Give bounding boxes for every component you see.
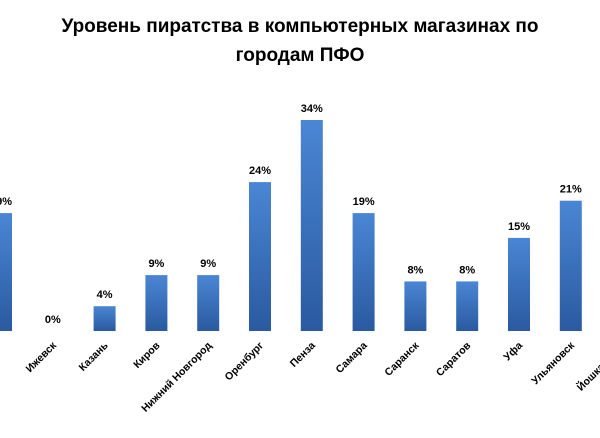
category-label-cat-6: Пенза [288,340,318,370]
bar-cat-6 [300,120,323,331]
category-label-cat-5: Оренбург [223,339,267,383]
bars-group [0,120,582,331]
category-label-cat-11: Ульяновск [529,339,577,387]
value-label-cat-10: 15% [508,221,530,233]
bar-cat-4 [197,275,220,331]
category-label-cat-10: Уфа [501,340,525,364]
value-label-cat-5: 24% [249,165,271,177]
value-labels-group: 19% 0% 4% 9% 9% 24% 34% 19% 8% 8% 15% 21% [0,103,582,326]
value-label-cat-2: 4% [97,289,113,301]
bar-cat-7 [352,213,375,331]
category-label-cat-1: Ижевск [24,339,60,375]
bar-cat-0 [0,213,12,331]
category-label-cat-2: Казань [77,339,111,373]
category-label-cat-7: Самара [333,340,369,376]
value-label-cat-6: 34% [301,103,323,115]
category-label-cat-12: Йошкар-Ола [574,339,600,394]
value-label-cat-0: 19% [0,196,12,208]
chart-title-line-2: городам ПФО [235,45,365,66]
chart-title-line-1: Уровень пиратства в компьютерных магазин… [61,16,539,37]
category-label-cat-3: Киров [131,339,163,371]
bar-cat-10 [508,237,530,331]
value-label-cat-1: 0% [45,314,61,326]
bar-cat-8 [404,281,427,331]
bar-cat-11 [559,200,582,331]
value-label-cat-9: 8% [459,264,475,276]
value-label-cat-3: 9% [148,258,164,270]
value-label-cat-11: 21% [560,184,582,196]
value-label-cat-7: 19% [353,196,375,208]
bar-cat-2 [93,306,116,331]
category-label-cat-8: Саранск [382,339,422,379]
bar-cat-3 [145,275,168,331]
category-label-cat-9: Саратов [434,339,474,379]
value-label-cat-4: 9% [200,258,216,270]
value-label-cat-8: 8% [407,264,423,276]
bar-cat-5 [249,182,271,331]
bar-cat-9 [456,281,479,331]
chart-title: Уровень пиратства в компьютерных магазин… [0,12,600,70]
